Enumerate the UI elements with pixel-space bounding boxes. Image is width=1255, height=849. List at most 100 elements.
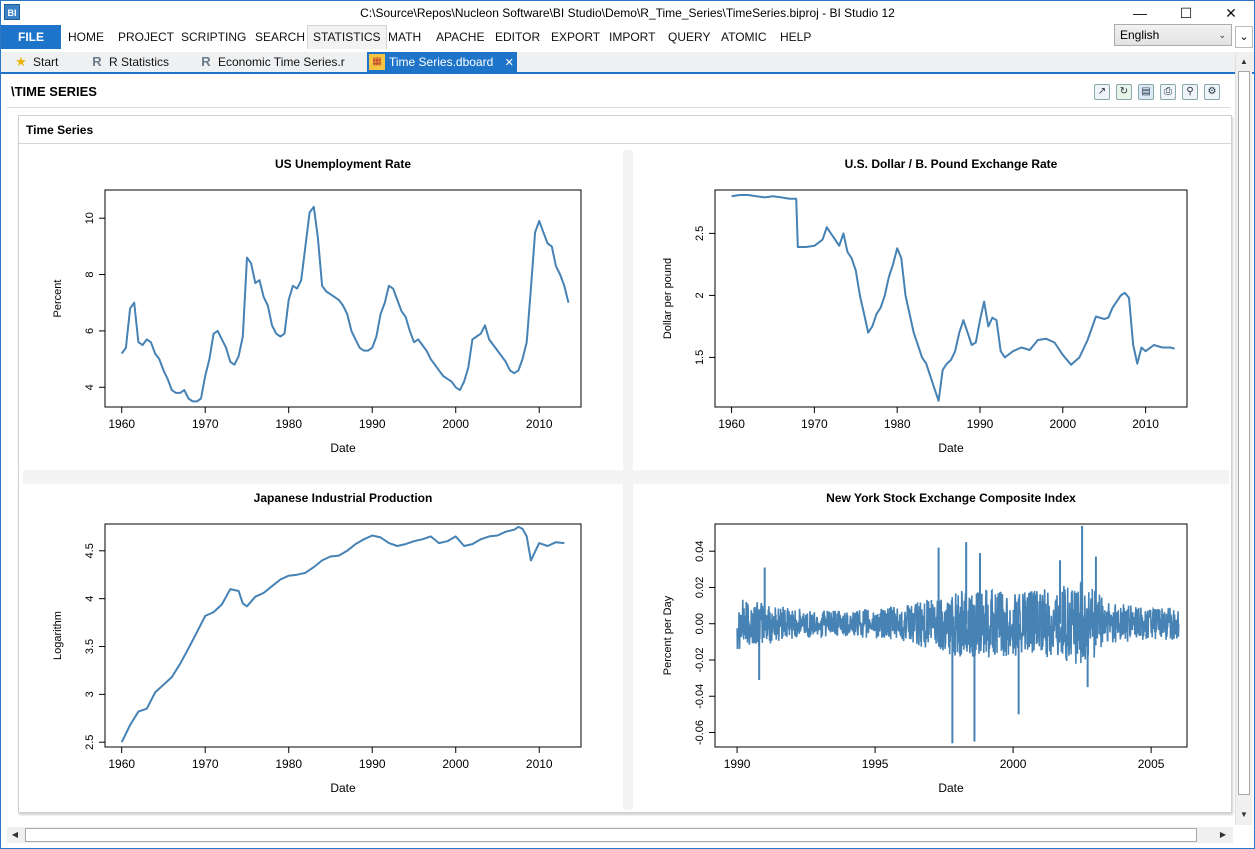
app-logo-icon: BI (4, 4, 20, 20)
y-axis-label: Logarithm (52, 611, 64, 660)
y-tick-label: 8 (84, 271, 96, 277)
tab-time-series-dboard[interactable]: ▦ Time Series.dboard ✕ (367, 52, 517, 72)
y-tick-label: 4 (84, 596, 96, 602)
scroll-left-icon[interactable]: ◀ (11, 830, 19, 839)
chevron-down-icon: ⌄ (1239, 31, 1249, 43)
y-tick-label: 4 (84, 384, 96, 390)
x-tick-label: 1990 (359, 757, 386, 771)
chart-svg: New York Stock Exchange Composite Index 1… (662, 491, 1188, 795)
menu-import[interactable]: IMPORT (609, 30, 656, 44)
print-preview-icon[interactable]: ⚲ (1182, 84, 1198, 100)
scroll-right-icon[interactable]: ▶ (1219, 830, 1227, 839)
scrollbar-thumb[interactable] (1238, 71, 1250, 795)
x-tick-label: 2000 (442, 417, 469, 431)
chart-title: New York Stock Exchange Composite Index (826, 491, 1076, 505)
x-tick-label: 1990 (359, 417, 386, 431)
x-tick-label: 2010 (526, 757, 553, 771)
menu-editor[interactable]: EDITOR (495, 30, 541, 44)
document-tab-bar: ★ Start R R Statistics R Economic Time S… (1, 52, 1254, 74)
y-tick-label: 6 (84, 328, 96, 334)
refresh-icon[interactable]: ↻ (1116, 84, 1132, 100)
tab-label: Start (33, 55, 59, 69)
scroll-up-icon[interactable]: ▲ (1240, 57, 1248, 66)
y-tick-label: 4.5 (84, 543, 96, 558)
scrollbar-thumb[interactable] (25, 828, 1197, 842)
settings-icon[interactable]: ⚙ (1204, 84, 1220, 100)
x-tick-label: 1960 (718, 417, 745, 431)
chart-japanese-industrial-production: Japanese Industrial Production 1960 1970 19… (23, 484, 623, 810)
x-tick-label: 1960 (108, 417, 135, 431)
divider (19, 143, 1231, 144)
menu-home[interactable]: HOME (68, 30, 104, 44)
minimize-button[interactable]: — (1133, 5, 1147, 21)
menu-scripting[interactable]: SCRIPTING (181, 30, 247, 44)
chart-icon[interactable]: ↗ (1094, 84, 1110, 100)
menu-help[interactable]: HELP (780, 30, 812, 44)
vertical-scrollbar[interactable]: ▲ ▼ (1235, 53, 1252, 825)
x-tick-label: 2005 (1138, 757, 1165, 771)
menu-project[interactable]: PROJECT (118, 30, 175, 44)
chart-title: U.S. Dollar / B. Pound Exchange Rate (845, 157, 1058, 171)
y-tick-label: 3.5 (84, 639, 96, 654)
print-icon[interactable]: ⎙ (1160, 84, 1176, 100)
menu-math[interactable]: MATH (388, 30, 422, 44)
y-tick-label: 2 (694, 292, 706, 298)
menu-file[interactable]: FILE (1, 25, 61, 49)
y-axis-label: Percent per Day (662, 595, 674, 675)
y-tick-label: 2.5 (84, 735, 96, 750)
chart-title: US Unemployment Rate (275, 157, 411, 171)
chart-title: Japanese Industrial Production (254, 491, 433, 505)
star-icon: ★ (15, 54, 27, 69)
plot-frame (714, 189, 1188, 408)
r-logo-icon: R (92, 54, 102, 69)
menu-bar: FILE HOME PROJECT SCRIPTING SEARCH STATI… (1, 25, 1254, 49)
dashboard-content: \TIME SERIES ↗ ↻ ▤ ⎙ ⚲ ⚙ Time Series US Unemp… (1, 75, 1234, 825)
series-line (120, 525, 565, 743)
tab-label: Economic Time Series.r (218, 55, 345, 69)
y-tick-label: 1.5 (694, 350, 706, 365)
tab-economic-time-series[interactable]: R Economic Time Series.r (196, 52, 356, 72)
page-title: \TIME SERIES (11, 84, 97, 99)
x-tick-label: 1960 (108, 757, 135, 771)
y-tick-label: 2.5 (694, 226, 706, 241)
menu-search[interactable]: SEARCH (255, 30, 306, 44)
language-select[interactable]: English ⌄ (1114, 24, 1232, 46)
close-tab-icon[interactable]: ✕ (504, 57, 514, 69)
horizontal-scrollbar[interactable]: ◀ ▶ (7, 827, 1233, 843)
scroll-down-icon[interactable]: ▼ (1240, 810, 1248, 819)
ribbon-expand-button[interactable]: ⌄ (1235, 26, 1253, 48)
menu-apache[interactable]: APACHE (436, 30, 485, 44)
series-line (731, 194, 1175, 402)
x-tick-label: 1970 (192, 757, 219, 771)
x-axis-label: Date (938, 441, 964, 455)
language-value: English (1120, 28, 1160, 42)
chart-svg: Japanese Industrial Production 1960 1970 19… (52, 491, 582, 795)
dashboard-toolbar: ↗ ↻ ▤ ⎙ ⚲ ⚙ (1088, 83, 1220, 100)
menu-atomic[interactable]: ATOMIC (721, 30, 767, 44)
dashboard-icon: ▦ (369, 54, 385, 70)
x-tick-label: 1990 (724, 757, 751, 771)
menu-query[interactable]: QUERY (668, 30, 711, 44)
close-button[interactable]: ✕ (1225, 5, 1237, 21)
series-line (736, 581, 1180, 664)
r-logo-icon: R (201, 54, 211, 69)
tab-start[interactable]: ★ Start (11, 52, 77, 72)
plot-frame (104, 189, 582, 408)
maximize-button[interactable]: ☐ (1179, 5, 1193, 21)
x-tick-label: 2010 (526, 417, 553, 431)
chart-svg: U.S. Dollar / B. Pound Exchange Rate 1960… (662, 157, 1188, 455)
menu-statistics[interactable]: STATISTICS (307, 25, 387, 49)
time-series-panel: Time Series US Unemployment Rate 1960 1970… (18, 115, 1232, 813)
x-tick-label: 1980 (275, 757, 302, 771)
x-tick-label: 2000 (1049, 417, 1076, 431)
x-tick-label: 1970 (801, 417, 828, 431)
menu-export[interactable]: EXPORT (551, 30, 601, 44)
plot-frame (104, 523, 582, 748)
chart-nyse-composite: New York Stock Exchange Composite Index 1… (633, 484, 1229, 810)
tab-r-statistics[interactable]: R R Statistics (87, 52, 187, 72)
tab-label: Time Series.dboard (389, 55, 494, 69)
save-icon[interactable]: ▤ (1138, 84, 1154, 100)
y-tick-label: 10 (84, 212, 96, 224)
x-tick-label: 2010 (1132, 417, 1159, 431)
y-axis-label: Percent (52, 280, 64, 318)
